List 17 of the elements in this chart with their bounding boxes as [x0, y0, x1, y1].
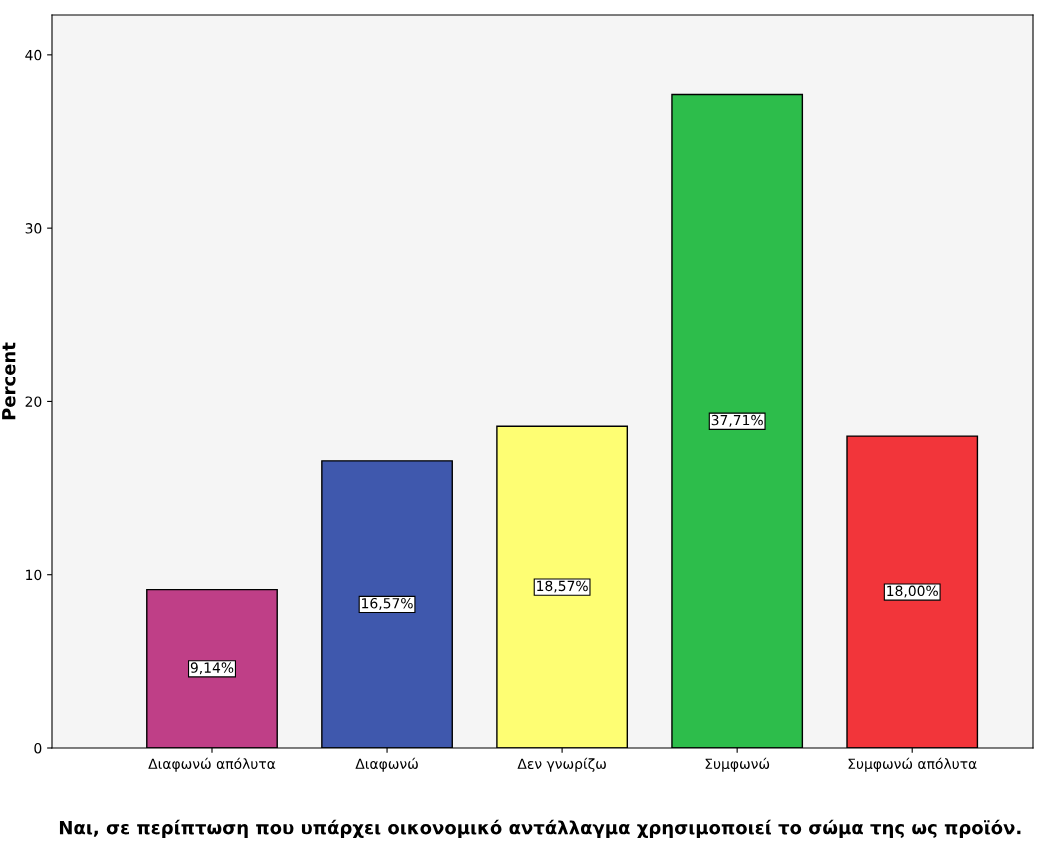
y-tick-label: 20 — [25, 396, 42, 407]
y-tick-label: 10 — [26, 569, 42, 581]
data-label: 18,00% — [887, 585, 938, 598]
y-tick-label: 30 — [25, 223, 42, 234]
x-tick-label: Συμφωνώ — [705, 757, 770, 772]
x-tick-label: Διαφωνώ — [355, 757, 418, 772]
y-tick-label: 40 — [25, 49, 42, 61]
x-tick-label: Συμφωνώ απόλυτα — [848, 757, 977, 772]
x-tick-label: Διαφωνώ απόλυτα — [148, 757, 276, 772]
y-axis-title: Percent — [2, 342, 16, 420]
y-tick-label: 0 — [34, 742, 42, 754]
data-label: 16,57% — [362, 597, 413, 610]
x-tick-label: Δεν γνωρίζω — [517, 757, 606, 772]
x-axis-title: Ναι, σε περίπτωση που υπάρχει οικονομικό αντάλλαγμα χρησιμοποιεί το σώμα της ως προϊόν. — [59, 819, 1021, 838]
data-label: 9,14% — [190, 662, 234, 675]
data-label: 18,57% — [537, 580, 588, 593]
data-label: 37,71% — [711, 414, 763, 427]
